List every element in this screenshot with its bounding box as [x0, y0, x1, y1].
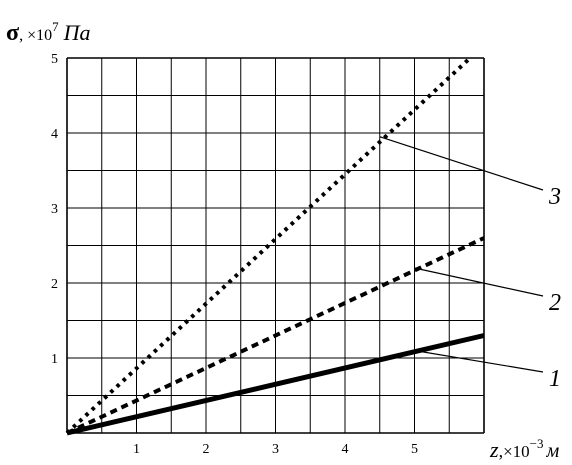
callout-label-1: 1 — [549, 366, 561, 392]
callout-label-2: 2 — [549, 290, 561, 316]
y-tick-label: 5 — [51, 52, 58, 67]
y-axis-exponent: 7 — [52, 19, 59, 34]
x-axis-title: z,×10−3 м — [489, 436, 560, 462]
x-tick-label: 5 — [411, 442, 418, 457]
series-line-1 — [66, 333, 485, 436]
x-axis-exponent: −3 — [530, 436, 544, 451]
callout-leader-3 — [379, 136, 544, 191]
x-axis-sep: , — [499, 441, 504, 461]
x-tick-label: 3 — [272, 442, 279, 457]
series-line-2 — [66, 236, 485, 435]
y-axis-symbol: σ — [6, 20, 19, 46]
x-axis-unit: м — [546, 440, 560, 462]
y-axis-title: σ, ×107 Па — [6, 19, 90, 46]
grid — [66, 57, 485, 434]
y-axis-unit: Па — [63, 20, 91, 45]
callout-label-3: 3 — [548, 184, 561, 210]
callouts: 1 2 3 — [379, 136, 561, 392]
x-tick-label: 2 — [203, 442, 210, 457]
y-tick-label: 1 — [51, 352, 58, 367]
x-axis-multiplier: ×10 — [503, 442, 530, 461]
y-tick-label: 4 — [51, 127, 58, 142]
y-axis-sep: , — [19, 27, 27, 44]
x-tick-label: 4 — [342, 442, 349, 457]
y-axis-multiplier: ×10 — [27, 27, 52, 44]
x-axis-symbol: z — [489, 437, 499, 462]
tick-labels: 1 2 3 4 5 1 2 3 4 5 — [51, 52, 418, 457]
x-tick-label: 1 — [133, 442, 140, 457]
callout-leader-2 — [414, 267, 544, 297]
series-line-3 — [65, 56, 472, 435]
series-group — [65, 56, 485, 436]
callout-leader-1 — [414, 349, 544, 373]
y-tick-label: 2 — [51, 277, 58, 292]
y-tick-label: 3 — [51, 202, 58, 217]
